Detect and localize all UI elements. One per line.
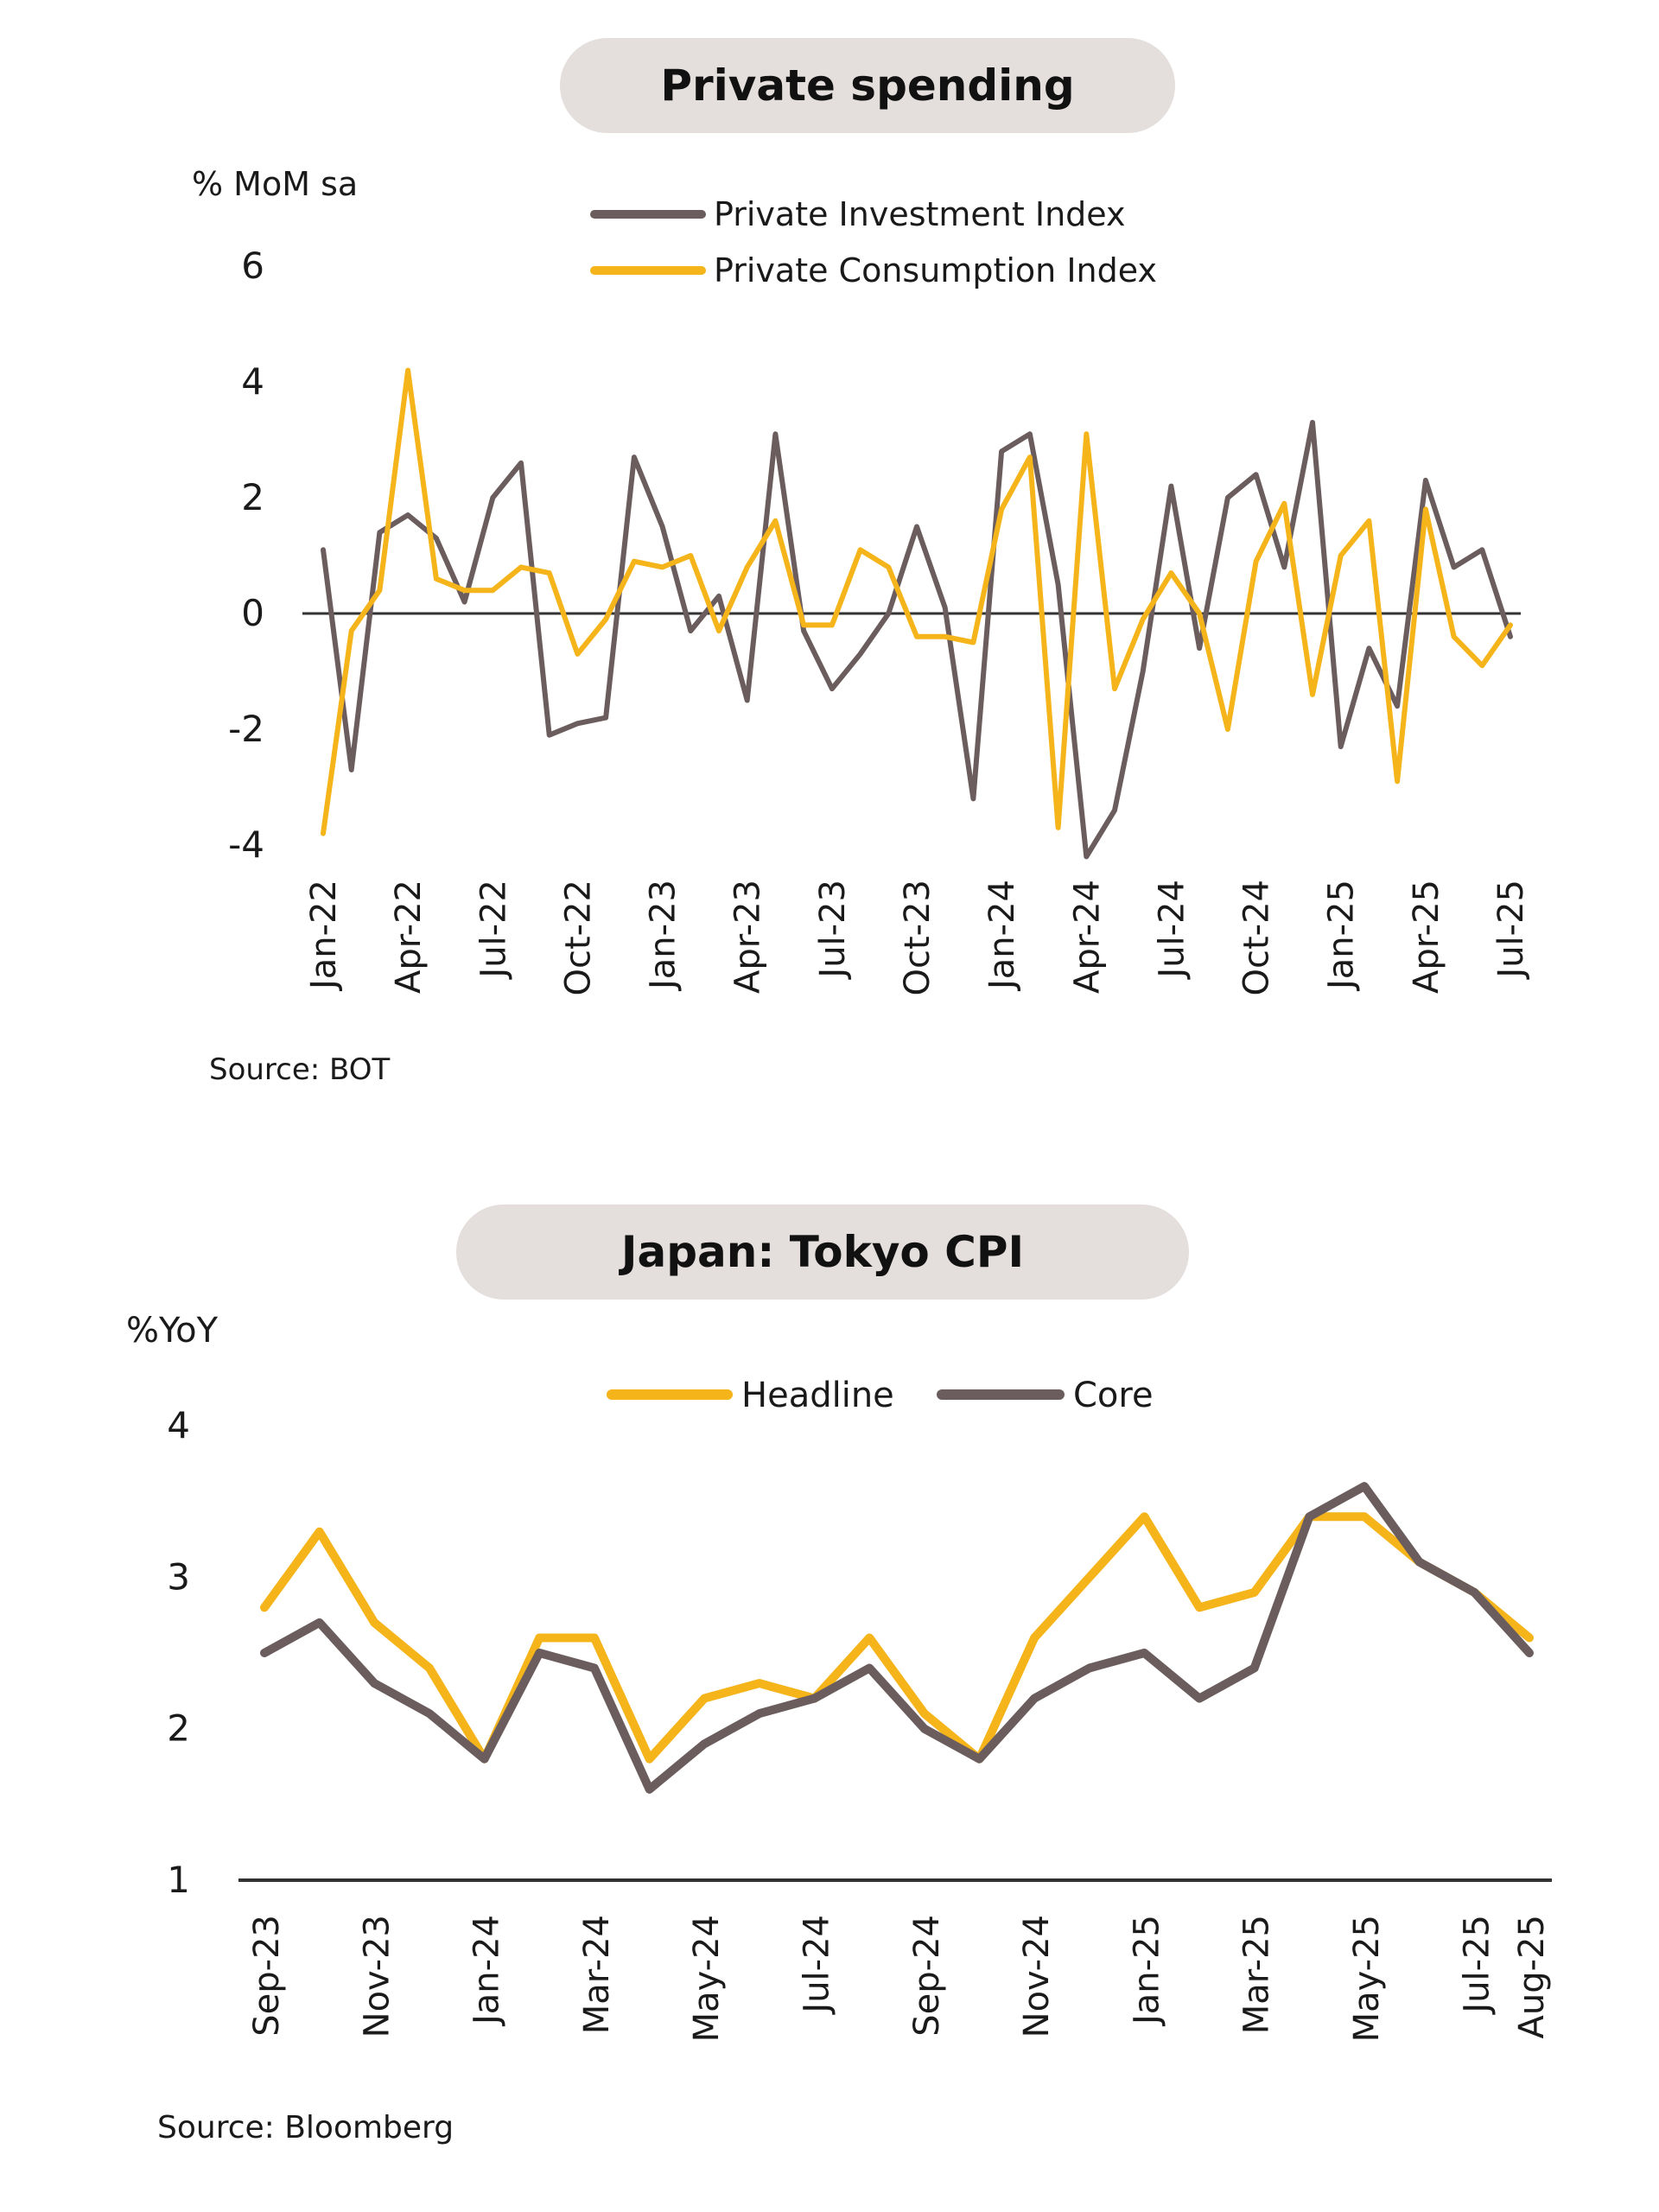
x-tick-label: Jan-24 [982, 880, 1022, 992]
private-spending-chart: % MoM sa Private Investment Index Privat… [192, 165, 1531, 996]
x-tick-label: Jan-25 [1322, 880, 1362, 992]
x-tick-label: Jan-22 [304, 880, 344, 992]
x-tick-label: Sep-24 [907, 1915, 947, 2037]
x-tick-label: Jul-24 [798, 1915, 837, 2016]
legend-label-consumption: Private Consumption Index [714, 251, 1157, 289]
x-tick-label: Jul-25 [1491, 880, 1531, 981]
x-tick-label: Oct-23 [898, 880, 938, 996]
y-tick-label: 0 [241, 592, 264, 634]
x-tick-label: Jul-25 [1457, 1915, 1497, 2016]
x-tick-label: Sep-23 [247, 1915, 287, 2037]
series-line-private-investment-index [321, 419, 1513, 860]
y-tick-label: -4 [228, 823, 264, 866]
legend-label-headline: Headline [741, 1376, 894, 1415]
x-tick-label: May-25 [1347, 1915, 1387, 2042]
x-tick-label: Jul-23 [813, 880, 853, 981]
y-tick-label: 3 [167, 1555, 190, 1598]
chart-source: Source: BOT [209, 1052, 391, 1087]
x-tick-label: Mar-25 [1237, 1915, 1277, 2034]
series-line-private-consumption-index [321, 367, 1513, 836]
x-tick-label: Jan-24 [467, 1915, 507, 2027]
chart-title: Private spending [560, 38, 1175, 133]
x-tick-label: Apr-23 [728, 880, 768, 994]
x-tick-label: Oct-22 [558, 880, 598, 996]
chart-panel-tokyo-cpi: Japan: Tokyo CPI %YoY Headline Core 1 2 3 4… [0, 1166, 1659, 2212]
x-tick-label: Mar-24 [577, 1915, 617, 2034]
x-tick-label: Jan-25 [1127, 1915, 1166, 2027]
y-tick-label: 4 [167, 1404, 190, 1446]
x-tick-label: Apr-25 [1407, 880, 1446, 994]
y-axis-unit: %YoY [126, 1311, 219, 1351]
y-tick-label: 1 [167, 1859, 190, 1901]
chart-source: Source: Bloomberg [157, 2110, 454, 2145]
y-tick-label: 4 [241, 360, 264, 403]
x-tick-label: Jul-24 [1152, 880, 1192, 981]
x-tick-label: May-24 [687, 1915, 727, 2042]
x-tick-label: Jul-22 [474, 880, 513, 981]
y-tick-label: 6 [241, 245, 264, 287]
x-tick-label: Apr-24 [1067, 880, 1107, 994]
y-tick-label: -2 [228, 708, 264, 750]
chart-title: Japan: Tokyo CPI [456, 1205, 1189, 1300]
chart-panel-private-spending: Private spending % MoM sa Private Invest… [192, 38, 1531, 1087]
x-tick-label: Aug-25 [1512, 1915, 1552, 2038]
series-line-headline [260, 1512, 1534, 1764]
y-axis-unit: % MoM sa [192, 165, 358, 203]
x-tick-label: Nov-23 [357, 1915, 397, 2037]
series-line-core [260, 1482, 1534, 1794]
x-tick-label: Jan-23 [644, 880, 683, 992]
y-tick-label: 2 [167, 1707, 190, 1750]
x-tick-label: Oct-24 [1237, 880, 1277, 996]
legend-label-core: Core [1073, 1376, 1154, 1415]
legend-label-investment: Private Investment Index [714, 195, 1125, 233]
x-tick-label: Nov-24 [1017, 1915, 1057, 2037]
x-tick-label: Apr-22 [389, 880, 429, 994]
y-tick-label: 2 [241, 476, 264, 518]
tokyo-cpi-chart: %YoY Headline Core 1 2 3 4 Sep-23 Nov-23 Jan-2… [126, 1311, 1552, 2042]
